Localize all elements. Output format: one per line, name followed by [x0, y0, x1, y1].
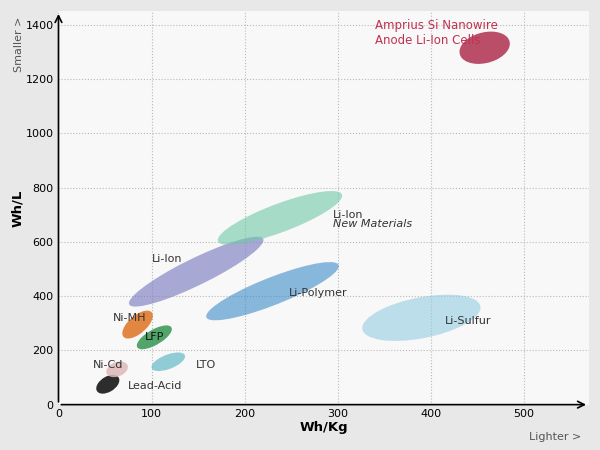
- Text: Amprius Si Nanowire
Anode Li-Ion Cells: Amprius Si Nanowire Anode Li-Ion Cells: [375, 19, 498, 47]
- Ellipse shape: [137, 325, 172, 349]
- Ellipse shape: [122, 310, 153, 338]
- Ellipse shape: [129, 237, 263, 306]
- X-axis label: Wh/Kg: Wh/Kg: [299, 421, 348, 434]
- Text: New Materials: New Materials: [333, 219, 412, 229]
- Text: Lighter >: Lighter >: [529, 432, 581, 442]
- Text: Li-Ion: Li-Ion: [333, 210, 364, 220]
- Y-axis label: Wh/L: Wh/L: [11, 189, 24, 226]
- Text: Ni-Cd: Ni-Cd: [93, 360, 123, 370]
- Ellipse shape: [218, 191, 342, 245]
- Text: Li-Ion: Li-Ion: [152, 254, 182, 264]
- Text: LTO: LTO: [196, 360, 217, 370]
- Text: Lead-Acid: Lead-Acid: [128, 381, 182, 391]
- Ellipse shape: [206, 262, 339, 320]
- Text: Li-Sulfur: Li-Sulfur: [445, 315, 491, 325]
- Text: LFP: LFP: [145, 333, 164, 342]
- Ellipse shape: [106, 361, 128, 377]
- Ellipse shape: [96, 375, 119, 394]
- Ellipse shape: [362, 295, 481, 341]
- Ellipse shape: [152, 352, 185, 371]
- Ellipse shape: [460, 32, 510, 64]
- Text: Ni-MH: Ni-MH: [112, 313, 146, 324]
- Text: Smaller >: Smaller >: [14, 17, 24, 72]
- Text: Li-Polymer: Li-Polymer: [289, 288, 348, 298]
